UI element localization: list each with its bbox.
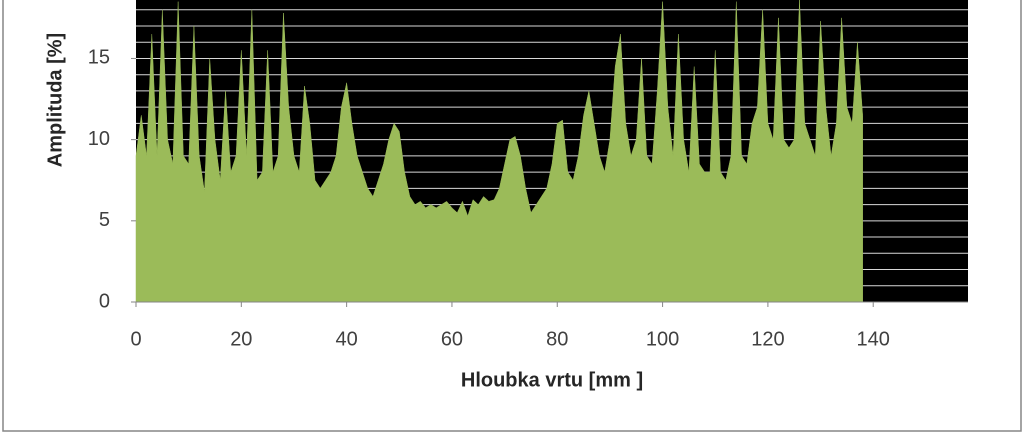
y-tick-label: 0 [99,290,110,312]
area [135,0,863,303]
x-tick-label: 40 [336,328,358,350]
x-tick-label: 100 [646,328,679,350]
y-axis-title: Amplituda [%] [44,33,66,167]
x-tick-label: 80 [546,328,568,350]
x-tick-label: 20 [230,328,252,350]
x-tick-label: 120 [751,328,784,350]
y-tick-label: 5 [99,209,110,231]
y-tick-label: 15 [88,47,110,69]
x-tick-label: 140 [857,328,890,350]
x-tick-label: 60 [441,328,463,350]
y-tick-label: 10 [88,128,110,150]
x-axis-title: Hloubka vrtu [mm ] [461,369,643,391]
x-tick-label: 0 [130,328,141,350]
